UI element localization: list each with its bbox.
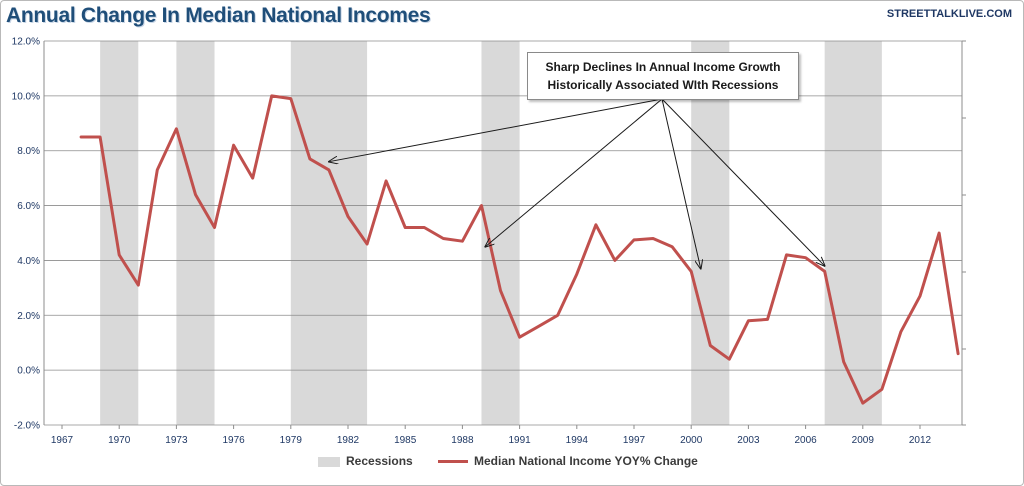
data-point [461, 240, 464, 243]
data-point [156, 169, 159, 171]
legend-label-recessions: Recessions [346, 454, 413, 468]
annotation-arrows [329, 98, 825, 269]
data-point [309, 158, 311, 160]
x-tick-label: 1991 [508, 435, 531, 446]
data-point [270, 95, 273, 97]
annotation-line-1: Sharp Declines In Annual Income Growth [545, 60, 781, 74]
y-tick-label: 0.0% [17, 366, 40, 377]
source-credit: STREETTALKLIVE.COM [886, 8, 1012, 20]
data-point [556, 314, 559, 317]
data-point [881, 388, 883, 391]
x-tick-label: 1973 [165, 435, 188, 446]
data-point [347, 215, 349, 218]
x-tick-label: 2003 [737, 435, 760, 446]
x-tick-label: 2012 [909, 435, 932, 446]
data-point [652, 237, 654, 240]
x-tick-label: 1994 [566, 435, 589, 446]
data-point [785, 254, 788, 256]
data-point [633, 239, 635, 241]
recession-band [290, 41, 368, 425]
data-point [118, 254, 120, 256]
y-tick-label: -2.0% [14, 421, 40, 432]
data-point [137, 284, 140, 286]
data-point [537, 325, 540, 328]
data-point [900, 330, 902, 333]
recession-band [691, 41, 730, 425]
data-point [823, 270, 826, 273]
chart-title: Annual Change In Median National Incomes [6, 4, 431, 27]
data-point [728, 358, 731, 360]
data-point [213, 226, 216, 229]
recession-band [100, 41, 139, 425]
data-point [385, 180, 387, 182]
data-point [232, 144, 235, 147]
data-point [938, 232, 940, 234]
data-point [614, 259, 616, 262]
annotation-arrow [661, 98, 825, 266]
y-tick-label: 12.0% [12, 37, 40, 48]
legend-swatch-series [438, 460, 468, 463]
data-point [175, 127, 178, 130]
y-axis-tick-labels: -2.0% 0.0% 2.0% 4.0% 6.0% 8.0% 10.0% 12.0% [12, 37, 40, 432]
annotation-box: Sharp Declines In Annual Income Growth H… [527, 52, 799, 100]
x-tick-label: 2000 [680, 435, 703, 446]
x-tick-label: 1970 [108, 435, 131, 446]
data-point [194, 193, 197, 196]
x-tick-label: 1985 [394, 435, 417, 446]
x-tick-label: 1982 [337, 435, 360, 446]
legend-swatch-recessions [318, 457, 340, 467]
data-point [957, 352, 959, 355]
y-tick-label: 10.0% [12, 91, 40, 102]
data-point [442, 237, 445, 240]
recession-bands [100, 41, 882, 425]
data-point [709, 344, 712, 347]
recession-band [824, 41, 882, 425]
x-tick-label: 1997 [623, 435, 646, 446]
data-point [842, 361, 845, 363]
data-point [80, 136, 82, 138]
recession-band [176, 41, 215, 425]
x-tick-label: 1967 [51, 435, 74, 446]
y-tick-label: 6.0% [17, 201, 40, 212]
data-point [404, 226, 407, 229]
data-point [766, 318, 769, 321]
x-tick-label: 2009 [852, 435, 875, 446]
annotation-line-2: Historically Associated WIth Recessions [547, 78, 779, 92]
annotation-arrow [329, 98, 663, 162]
y-tick-label: 2.0% [17, 311, 40, 322]
x-tick-label: 1979 [280, 435, 303, 446]
axes [43, 40, 966, 429]
data-point [99, 136, 101, 138]
annotation-arrow [485, 98, 663, 247]
annotation-arrow [661, 98, 701, 269]
y-tick-label: 4.0% [17, 256, 40, 267]
data-point [366, 243, 368, 245]
x-axis-tick-labels: 1967 1970 1973 1976 1979 1982 1985 1988 1991 1994… [51, 435, 932, 446]
y-tick-label: 8.0% [17, 146, 40, 157]
data-point [804, 256, 807, 259]
data-point [423, 226, 426, 229]
data-point [290, 97, 292, 100]
series-layer [79, 94, 960, 405]
legend-label-series: Median National Income YOY% Change [474, 454, 698, 468]
data-point [671, 245, 673, 248]
data-point [518, 336, 521, 339]
x-tick-label: 2006 [794, 435, 817, 446]
data-point [690, 270, 692, 273]
data-point [251, 177, 254, 179]
data-point [480, 204, 483, 207]
data-point [576, 273, 578, 275]
data-point [499, 289, 502, 292]
data-point [328, 169, 330, 171]
data-point [862, 402, 864, 404]
data-point [595, 223, 597, 226]
x-tick-label: 1976 [222, 435, 245, 446]
data-point [747, 319, 750, 322]
x-tick-label: 1988 [451, 435, 474, 446]
data-point [919, 295, 921, 297]
